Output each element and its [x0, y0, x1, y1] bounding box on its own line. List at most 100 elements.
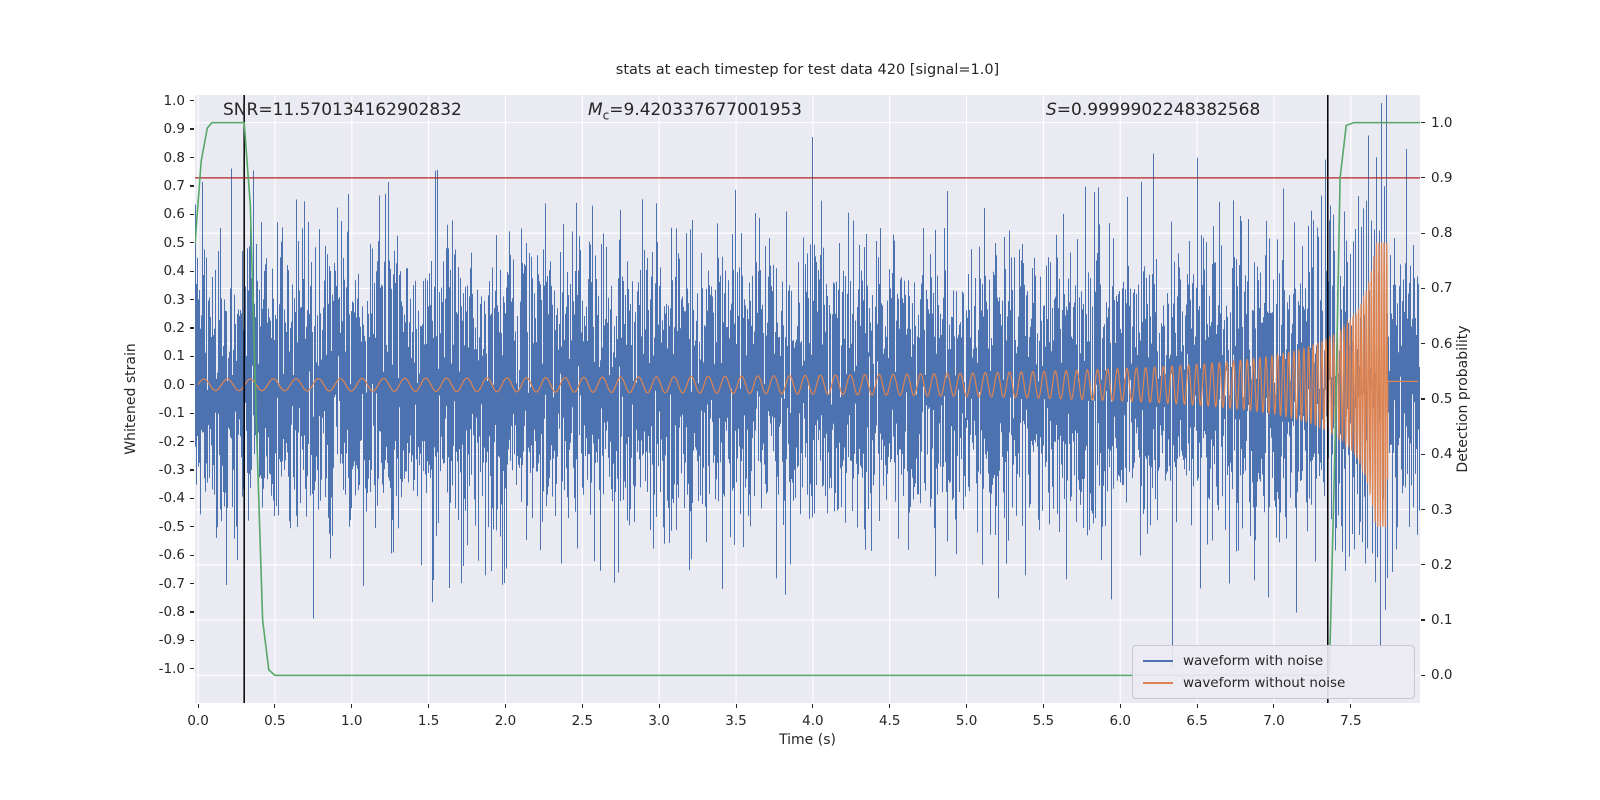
x-tick-label: 7.0	[1263, 713, 1285, 729]
legend-line-sample-blue	[1143, 660, 1173, 662]
y-tick-label-left: 0.6	[163, 206, 185, 223]
y-tick-mark-left	[190, 469, 194, 471]
y-tick-label-right: 0.1	[1431, 612, 1453, 629]
y-tick-label-right: 0.7	[1431, 280, 1453, 297]
x-tick-label: 0.0	[187, 713, 209, 729]
y-tick-label-left: 0.4	[163, 263, 185, 280]
x-tick-label: 0.5	[264, 713, 286, 729]
x-tick-mark	[889, 704, 891, 708]
x-tick-label: 1.5	[417, 713, 440, 729]
detection-stat-symbol: S	[1046, 100, 1057, 120]
chart-title: stats at each timestep for test data 420…	[615, 62, 1000, 78]
y-tick-mark-right	[1421, 232, 1425, 234]
chirp-mass-value: =9.420337677001953	[609, 100, 802, 120]
x-tick-mark	[1273, 704, 1275, 708]
x-tick-mark	[1196, 704, 1198, 708]
y-tick-mark-right	[1421, 343, 1425, 345]
x-tick-label: 1.0	[341, 713, 363, 729]
x-tick-label: 6.0	[1109, 713, 1132, 729]
y-tick-label-left: -0.7	[158, 575, 185, 592]
y-tick-mark-left	[190, 128, 194, 130]
y-tick-mark-left	[190, 384, 194, 386]
chirp-mass-subscript: c	[602, 108, 610, 123]
legend-entry-clean: waveform without noise	[1143, 675, 1404, 691]
plot-canvas	[195, 95, 1420, 703]
x-tick-label: 5.0	[955, 713, 978, 729]
y-tick-mark-left	[190, 213, 194, 215]
y-tick-label-left: -0.4	[158, 490, 185, 507]
x-tick-mark	[197, 704, 199, 708]
y-tick-mark-left	[190, 355, 194, 357]
y-tick-label-left: -0.2	[158, 433, 185, 450]
y-tick-mark-left	[190, 298, 194, 301]
y-tick-mark-right	[1421, 122, 1425, 124]
y-tick-label-left: 0.5	[163, 234, 185, 251]
legend-label: waveform with noise	[1183, 653, 1324, 669]
legend-line-sample-orange	[1143, 682, 1173, 684]
x-tick-label: 5.5	[1032, 713, 1055, 729]
y-tick-mark-right	[1421, 674, 1425, 676]
y-tick-mark-left	[190, 270, 194, 272]
x-tick-label: 6.5	[1186, 713, 1208, 729]
y-tick-label-left: 0.9	[163, 121, 185, 138]
x-tick-label: 3.5	[725, 713, 747, 729]
y-tick-label-right: 1.0	[1431, 114, 1453, 131]
y-tick-mark-left	[190, 327, 194, 329]
y-tick-mark-right	[1421, 287, 1425, 290]
y-tick-label-left: -0.1	[158, 405, 185, 422]
y-tick-label-left: 0.1	[163, 348, 185, 365]
y-tick-label-left: 0.2	[163, 319, 185, 336]
y-tick-mark-left	[190, 156, 194, 159]
x-tick-mark	[1350, 704, 1352, 708]
y-tick-mark-left	[190, 497, 194, 500]
y-tick-mark-right	[1421, 619, 1425, 621]
y-tick-mark-left	[190, 583, 194, 585]
x-tick-mark	[1119, 704, 1121, 708]
x-tick-mark	[274, 704, 276, 708]
y-tick-label-left: -0.3	[158, 462, 185, 479]
legend-label: waveform without noise	[1183, 675, 1346, 691]
y-tick-label-left: 1.0	[163, 92, 185, 109]
x-tick-mark	[1042, 704, 1044, 708]
y-tick-label-left: -1.0	[158, 660, 185, 677]
y-tick-mark-left	[190, 668, 194, 670]
y-tick-mark-right	[1421, 564, 1425, 566]
chirp-mass-symbol: M	[588, 100, 603, 120]
plot-area	[195, 95, 1420, 703]
x-tick-label: 4.5	[878, 713, 901, 729]
x-tick-label: 3.0	[648, 713, 670, 729]
x-tick-mark	[428, 704, 430, 708]
x-axis-label: Time (s)	[779, 732, 836, 748]
y-tick-label-left: 0.0	[163, 376, 185, 393]
y-tick-label-right: 0.9	[1431, 169, 1453, 186]
legend-entry-noise: waveform with noise	[1143, 653, 1404, 669]
x-tick-mark	[581, 704, 583, 708]
y-tick-label-right: 0.4	[1431, 446, 1453, 463]
y-tick-mark-left	[190, 611, 194, 613]
annotation-snr: SNR=11.570134162902832	[223, 100, 462, 120]
x-tick-label: 4.0	[802, 713, 824, 729]
x-tick-mark	[658, 704, 660, 708]
y-tick-label-right: 0.8	[1431, 225, 1453, 242]
y-tick-label-left: -0.8	[158, 604, 185, 621]
x-tick-mark	[812, 704, 814, 708]
x-tick-label: 2.0	[494, 713, 517, 729]
x-tick-mark	[735, 704, 737, 708]
x-tick-mark	[504, 704, 506, 708]
y-tick-label-left: -0.6	[158, 547, 185, 564]
y-tick-mark-right	[1421, 508, 1425, 511]
y-tick-mark-left	[190, 554, 194, 556]
y-tick-label-left: 0.8	[163, 149, 185, 166]
x-tick-mark	[351, 704, 353, 708]
x-tick-mark	[966, 704, 968, 708]
y-tick-mark-left	[190, 412, 194, 414]
y-tick-mark-left	[190, 100, 194, 102]
y-tick-mark-right	[1421, 177, 1425, 179]
y-tick-mark-left	[190, 242, 194, 244]
detection-stat-value: =0.9999902248382568	[1056, 100, 1261, 120]
x-tick-label: 7.5	[1340, 713, 1362, 729]
x-tick-label: 2.5	[571, 713, 594, 729]
y-tick-mark-left	[190, 185, 194, 187]
y-tick-mark-right	[1421, 453, 1425, 455]
